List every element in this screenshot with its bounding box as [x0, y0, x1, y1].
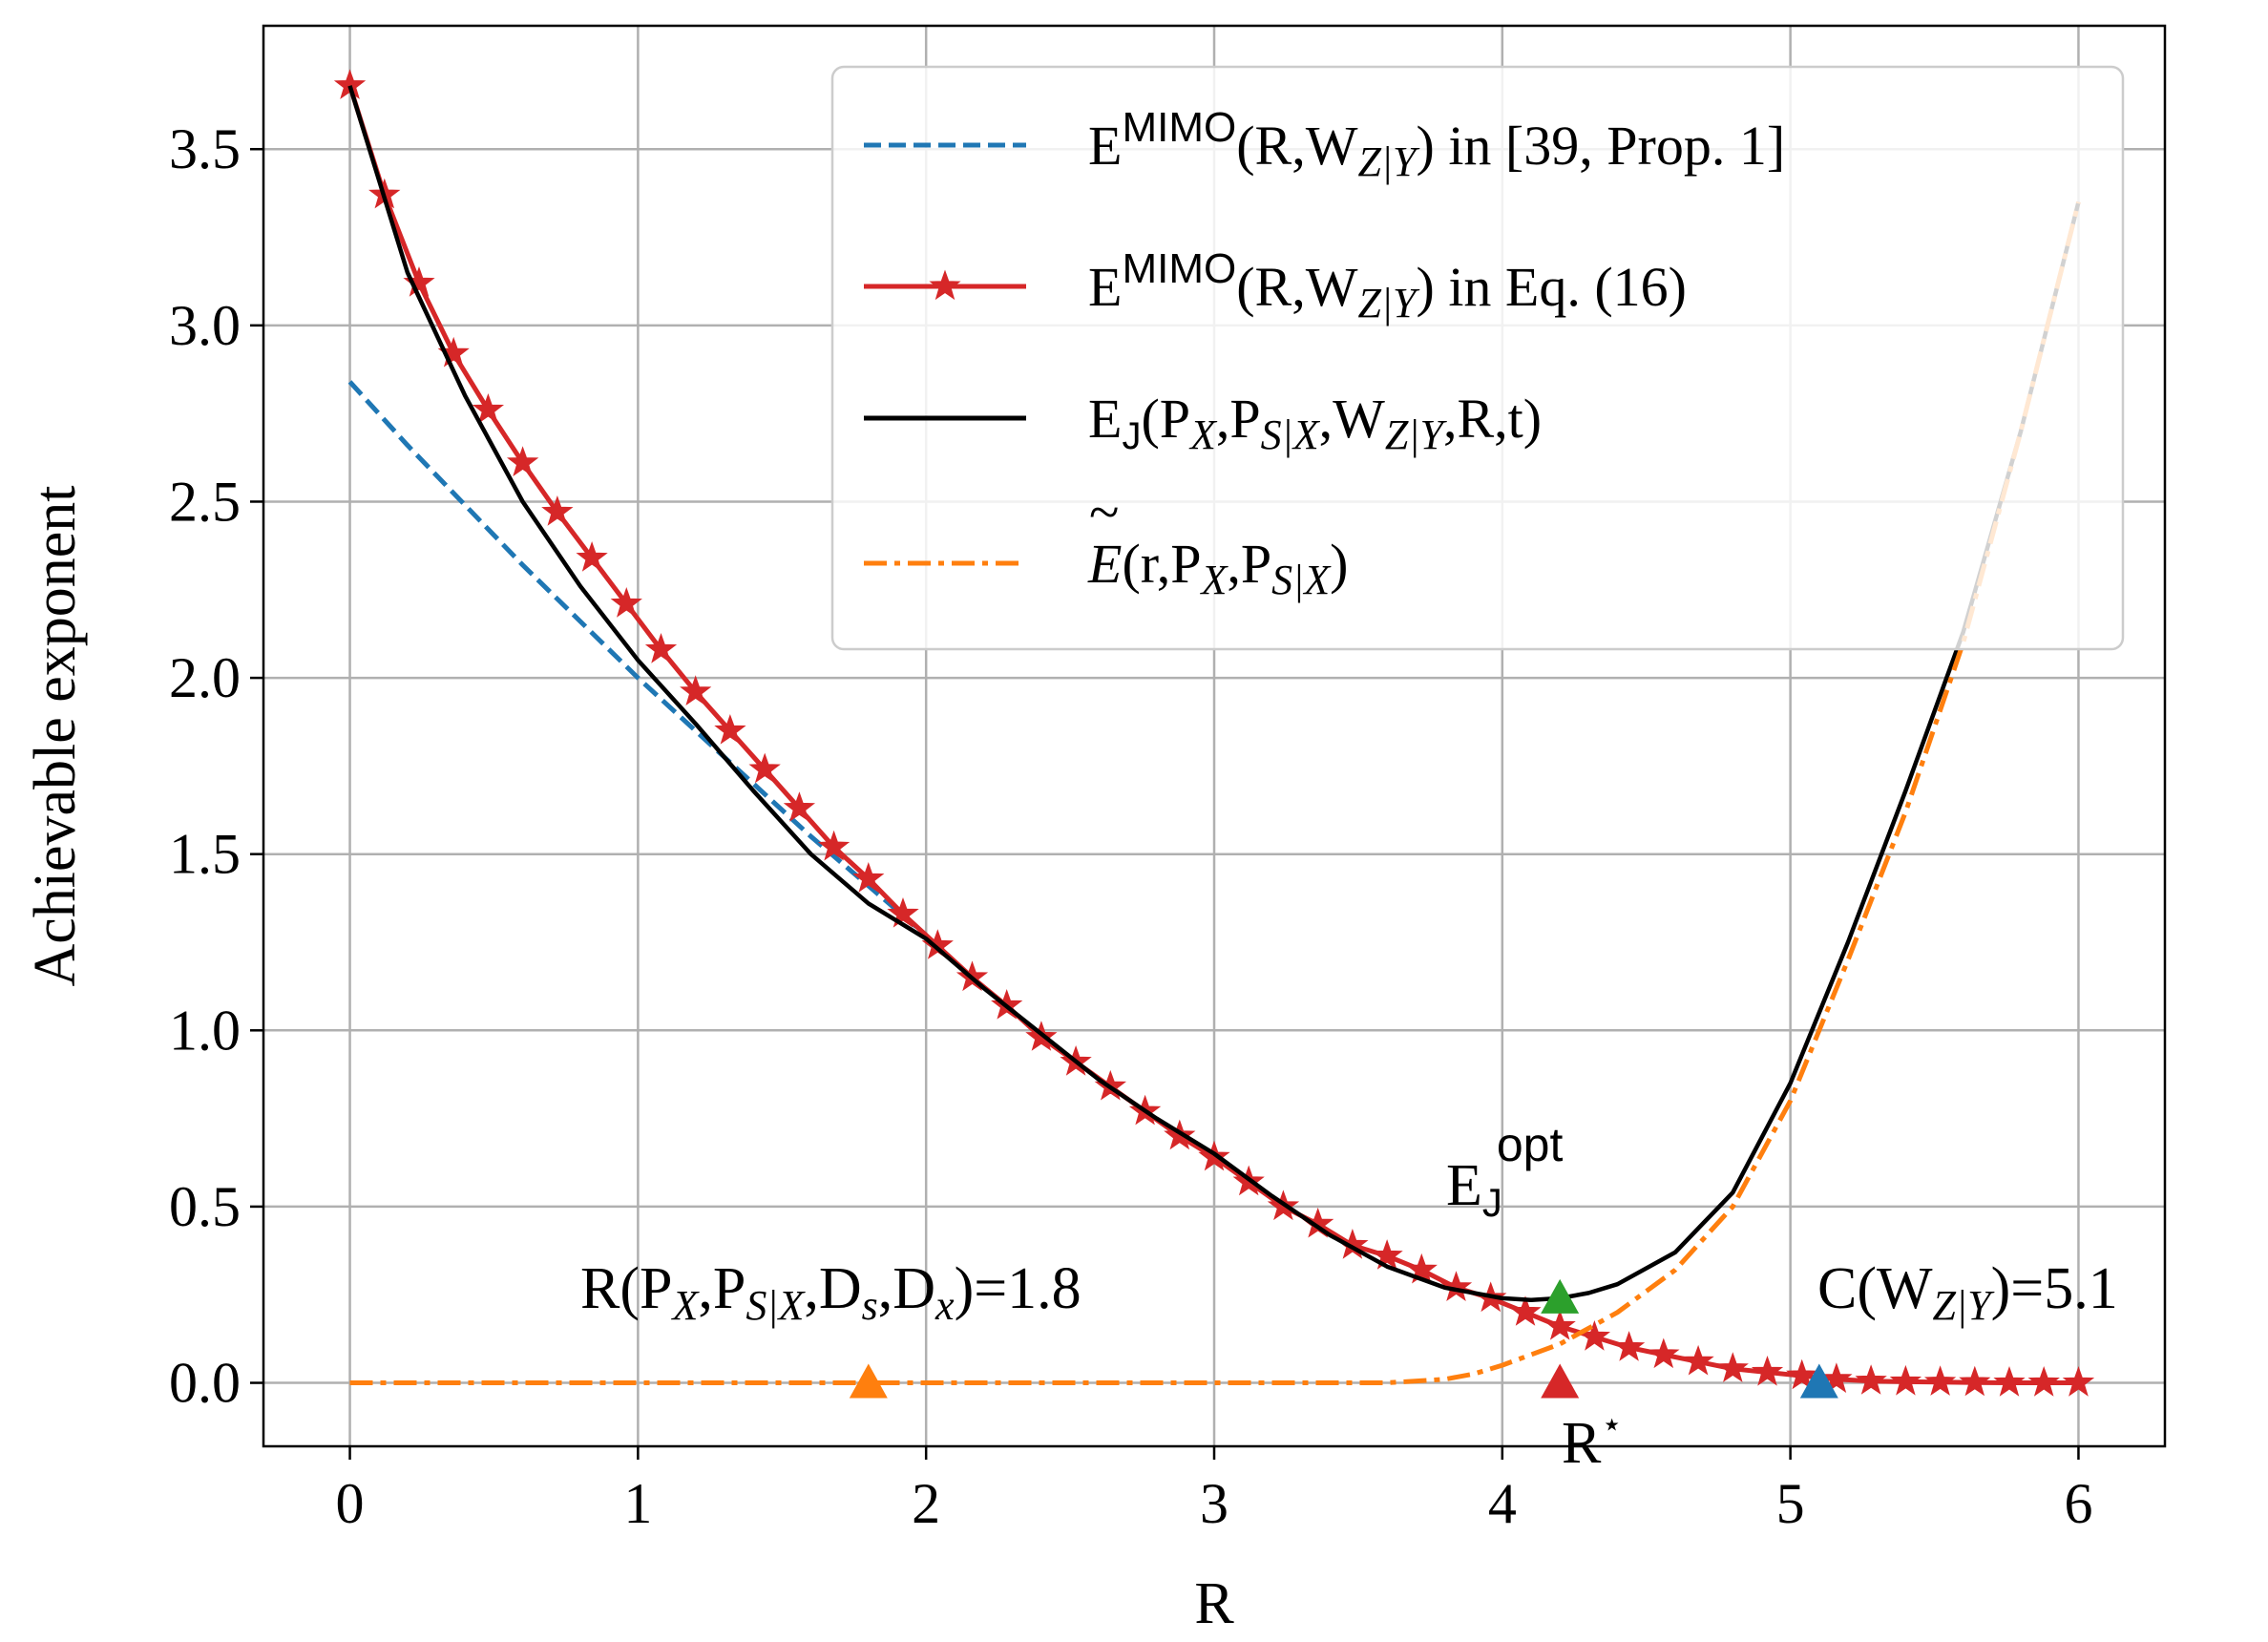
legend-item-eq16: EMIMO(R,WZ|Y) in Eq. (16) — [864, 245, 1687, 326]
series-point-eq16 — [2027, 1366, 2060, 1397]
x-tick-label: 3 — [1200, 1472, 1228, 1535]
x-tick-label: 6 — [2064, 1472, 2092, 1535]
series-point-eq16 — [887, 897, 919, 928]
y-tick-label: 2.5 — [169, 470, 241, 533]
y-tick-label: 3.5 — [169, 117, 241, 180]
series-point-eq16 — [1923, 1365, 1957, 1396]
markers — [849, 1278, 1838, 1399]
series-point-eq16 — [748, 752, 781, 784]
rate-annotation: R(PX,PS|X,Ds,Dx)=1.8 — [580, 1256, 1082, 1329]
series-point-eq16 — [1889, 1364, 1922, 1396]
series-point-eq16 — [1786, 1358, 1818, 1390]
series-point-eq16 — [817, 830, 850, 861]
eopt-annotation: EJopt — [1446, 1118, 1563, 1225]
series-point-eq16 — [1544, 1310, 1576, 1340]
series-point-eq16 — [1682, 1344, 1714, 1376]
plot-area — [333, 69, 2095, 1397]
x-tick-label: 0 — [336, 1472, 365, 1535]
series-point-eq16 — [1371, 1239, 1403, 1270]
y-tick-label: 0.5 — [169, 1175, 241, 1238]
series-point-eq16 — [1578, 1319, 1611, 1351]
series-point-eq16 — [1993, 1365, 2026, 1397]
ticks: 0 1 2 3 4 5 6 0.0 0.5 1.0 1.5 2.0 2.5 3.0 3.5 — [169, 117, 2092, 1535]
legend-item-prop1: EMIMO(R,WZ|Y) in [39, Prop. 1] — [864, 104, 1785, 185]
x-tick-label: 5 — [1776, 1472, 1805, 1535]
legend-tilde: ~ — [1089, 481, 1119, 543]
x-tick-label: 2 — [912, 1472, 940, 1535]
y-tick-label: 1.5 — [169, 823, 241, 886]
legend-label-eq16: EMIMO(R,WZ|Y) in Eq. (16) — [1088, 245, 1687, 326]
legend-label-prop1: EMIMO(R,WZ|Y) in [39, Prop. 1] — [1088, 104, 1785, 185]
series-point-eq16 — [1855, 1364, 1887, 1395]
series-point-eq16 — [1612, 1331, 1646, 1361]
y-tick-label: 1.0 — [169, 999, 241, 1062]
marker-m_rate — [849, 1363, 888, 1399]
marker-m_cap — [1799, 1363, 1838, 1399]
y-axis-label: Achievable exponent — [23, 485, 88, 986]
series-point-eq16 — [1751, 1356, 1784, 1386]
x-tick-label: 4 — [1488, 1472, 1517, 1535]
rstar-annotation: R⋆ — [1562, 1405, 1623, 1476]
legend-star-icon — [929, 269, 961, 301]
series-point-eq16 — [472, 393, 505, 424]
series-point-eq16 — [506, 446, 539, 477]
series-point-eq16 — [1648, 1337, 1680, 1369]
series-point-eq16 — [1509, 1295, 1542, 1326]
series-point-eq16 — [1716, 1352, 1749, 1382]
legend-label-etilde: E(r,PX,PS|X) — [1087, 533, 1348, 603]
series-point-eq16 — [783, 791, 816, 822]
series-point-eq16 — [1959, 1365, 1991, 1397]
y-tick-label: 3.0 — [169, 294, 241, 357]
series-point-eq16 — [714, 714, 746, 745]
series-point-eq16 — [1439, 1271, 1473, 1302]
series-point-eq16 — [644, 632, 678, 663]
series-point-eq16 — [680, 675, 712, 706]
series-point-eq16 — [576, 540, 608, 572]
series-point-eq16 — [2062, 1366, 2095, 1397]
capacity-annotation: C(WZ|Y)=5.1 — [1817, 1256, 2118, 1329]
legend-label-ej: EJ(PX,PS|X,WZ|Y,R,t) — [1088, 388, 1542, 458]
legend-item-etilde: E(r,PX,PS|X) ~ — [864, 481, 1348, 603]
y-tick-label: 2.0 — [169, 646, 241, 709]
series-line-ej — [347, 85, 2081, 1303]
series-point-eq16 — [852, 861, 885, 893]
legend-box — [830, 65, 2125, 651]
x-tick-label: 1 — [623, 1472, 652, 1535]
y-tick-label: 0.0 — [169, 1352, 241, 1415]
legend: EMIMO(R,WZ|Y) in [39, Prop. 1] EMIMO(R,W… — [830, 65, 2125, 651]
series-point-eq16 — [541, 495, 574, 526]
x-axis-label: R — [1194, 1571, 1234, 1636]
series-point-eq16 — [1405, 1253, 1438, 1284]
marker-m_eopt — [1541, 1278, 1580, 1314]
series-point-eq16 — [1820, 1362, 1853, 1394]
series-point-eq16 — [610, 586, 642, 618]
marker-m_rstar — [1541, 1363, 1580, 1399]
legend-item-ej: EJ(PX,PS|X,WZ|Y,R,t) — [864, 388, 1542, 458]
